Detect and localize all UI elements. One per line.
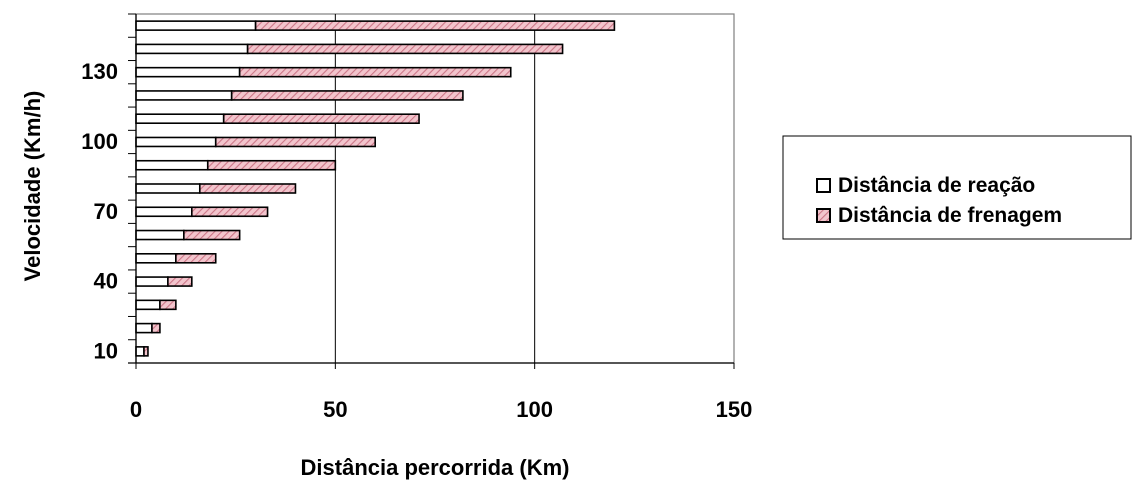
bar-braking — [206, 159, 337, 171]
bar-reaction — [135, 346, 145, 357]
legend-swatch-reaction — [816, 178, 831, 193]
bar-braking — [167, 276, 193, 287]
bars — [135, 20, 616, 357]
tick-labels: 0 50 100 150 10 40 70 100 130 — [81, 59, 752, 422]
bar-braking — [159, 299, 177, 311]
bar-reaction — [135, 20, 257, 31]
x-tick-label: 100 — [516, 397, 553, 422]
axes — [128, 13, 735, 369]
x-axis-title: Distância percorrida (Km) — [301, 455, 570, 480]
x-tick-label: 0 — [130, 397, 142, 422]
y-tick-label: 40 — [94, 269, 118, 294]
bar-braking — [238, 66, 512, 78]
legend-label-reaction: Distância de reação — [838, 174, 1035, 197]
bar-reaction — [135, 206, 193, 218]
x-tick-label: 50 — [323, 397, 347, 422]
bar-braking — [230, 90, 464, 101]
bar-braking — [222, 113, 420, 124]
bar-braking — [214, 136, 376, 148]
bar-braking — [198, 183, 297, 194]
bar-braking — [175, 253, 217, 264]
bar-braking — [246, 43, 564, 55]
bar-reaction — [135, 183, 201, 194]
x-tick-label: 150 — [716, 397, 753, 422]
y-tick-label: 100 — [81, 129, 118, 154]
bar-reaction — [135, 159, 209, 171]
bar-reaction — [135, 113, 225, 124]
legend-frame — [782, 135, 1132, 240]
bar-braking — [183, 229, 241, 241]
bar-reaction — [135, 253, 177, 264]
bar-reaction — [135, 322, 153, 334]
legend-swatch-braking — [816, 208, 831, 223]
bar-reaction — [135, 276, 169, 287]
y-axis-title: Velocidade (Km/h) — [20, 91, 45, 282]
y-tick-label: 70 — [94, 199, 118, 224]
bar-reaction — [135, 90, 233, 101]
bar-braking — [143, 346, 149, 357]
bar-braking — [191, 206, 269, 218]
legend-label-braking: Distância de frenagem — [838, 204, 1062, 227]
bar-reaction — [135, 43, 249, 55]
bar-reaction — [135, 66, 241, 78]
y-tick-label: 130 — [81, 59, 118, 84]
legend: Distância de reação Distância de frenage… — [782, 135, 1132, 240]
bar-braking — [151, 322, 161, 334]
bar-reaction — [135, 299, 161, 311]
bar-braking — [254, 20, 616, 31]
bar-reaction — [135, 229, 185, 241]
y-tick-label: 10 — [94, 338, 118, 363]
bar-reaction — [135, 136, 217, 148]
